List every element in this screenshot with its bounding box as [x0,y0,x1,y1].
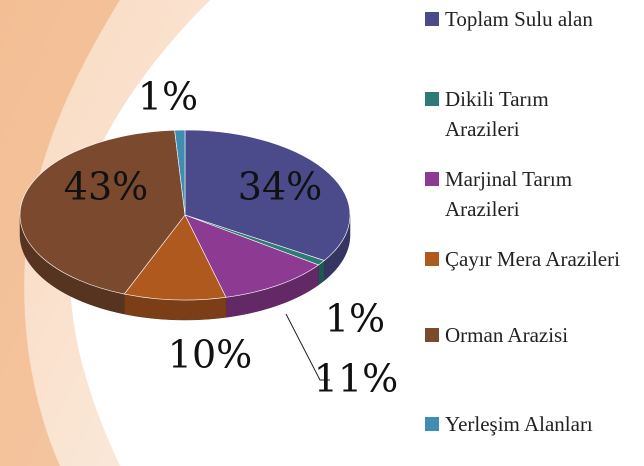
data-label: 1% [138,75,198,119]
legend-label: Toplam Sulu alan [445,4,620,34]
data-label: 11% [314,357,398,401]
legend-swatch [425,172,439,186]
legend-item: Yerleşim Alanları [425,409,620,439]
data-label: 43% [64,165,148,209]
data-label: 10% [168,333,252,377]
legend-label: Dikili Tarım Arazileri [445,84,620,144]
legend-swatch [425,92,439,106]
legend-item: Orman Arazisi [425,320,620,350]
chart: 34% 1% 11% 10% 43% 1% Toplam Sulu alan Dikili … [0,0,644,466]
legend-item: Dikili Tarım Arazileri [425,84,620,144]
legend-swatch [425,252,439,266]
legend-label: Yerleşim Alanları [445,409,620,439]
legend-swatch [425,12,439,26]
legend-swatch [425,417,439,431]
legend-label: Orman Arazisi [445,320,620,350]
legend-label: Marjinal Tarım Arazileri [445,164,620,224]
pie-area: 34% 1% 11% 10% 43% 1% [0,0,644,466]
data-label: 34% [238,165,322,209]
legend-swatch [425,328,439,342]
legend-item: Toplam Sulu alan [425,4,620,34]
legend-label: Çayır Mera Arazileri [445,244,620,274]
data-label: 1% [325,297,385,341]
legend-item: Çayır Mera Arazileri [425,244,620,274]
legend-item: Marjinal Tarım Arazileri [425,164,620,224]
